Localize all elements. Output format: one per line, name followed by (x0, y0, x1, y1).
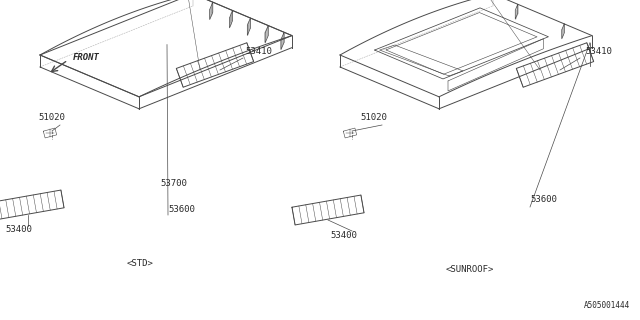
Text: 51020: 51020 (360, 114, 387, 123)
Text: 53410: 53410 (245, 47, 272, 57)
Text: <STD>: <STD> (127, 259, 154, 268)
Text: A505001444: A505001444 (584, 301, 630, 310)
Text: 53400: 53400 (330, 230, 357, 239)
Text: 53400: 53400 (5, 226, 32, 235)
Text: <SUNROOF>: <SUNROOF> (446, 266, 494, 275)
Text: 53410: 53410 (585, 47, 612, 57)
Text: 53600: 53600 (530, 196, 557, 204)
Text: 53600: 53600 (168, 205, 195, 214)
Text: FRONT: FRONT (73, 53, 100, 62)
Text: 51020: 51020 (38, 114, 65, 123)
Text: 53700: 53700 (160, 179, 187, 188)
